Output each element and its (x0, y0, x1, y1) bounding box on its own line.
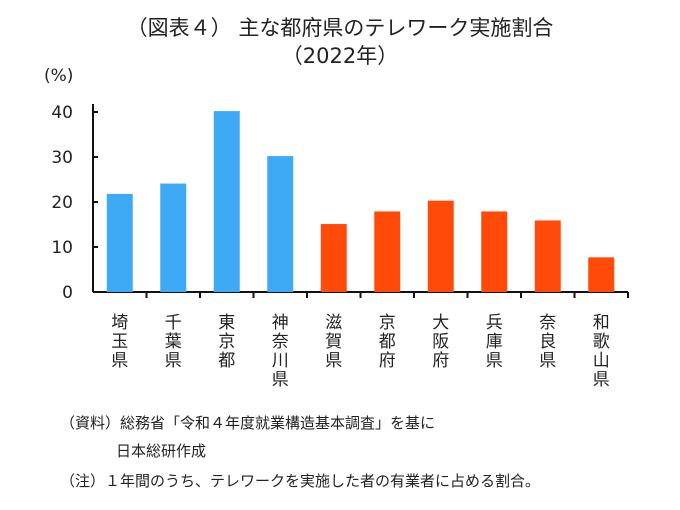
bar-plot: 010203040埼玉県千葉県東京都神奈川県滋賀県京都府大阪府兵庫県奈良県和歌山… (51, 103, 629, 390)
x-tick-label: 玉 (111, 332, 128, 352)
x-tick-label: 府 (432, 351, 449, 371)
bar (213, 111, 240, 292)
y-tick-label: 0 (62, 283, 73, 303)
x-tick-label: 都 (379, 332, 396, 352)
x-tick-label: 県 (165, 351, 182, 371)
x-tick-label: 埼 (111, 313, 128, 333)
x-tick-label: 都 (218, 351, 235, 371)
source-text-2: 日本総研作成 (116, 442, 207, 460)
x-tick-label: 県 (111, 351, 128, 371)
x-tick-label: 川 (272, 351, 289, 371)
bar (320, 224, 347, 292)
y-tick-label: 10 (51, 238, 73, 258)
footnote: （注）１年間のうち、テレワークを実施した者の有業者に占める割合。 (60, 470, 540, 491)
x-tick-label: 京 (218, 332, 235, 352)
x-tick-label: 県 (539, 351, 556, 371)
bar (374, 211, 401, 292)
chart-title: （図表４） 主な都府県のテレワーク実施割合 (126, 16, 554, 40)
footnote-text: １年間のうち、テレワークを実施した者の有業者に占める割合。 (105, 472, 541, 490)
y-tick-label: 30 (51, 148, 73, 168)
x-tick-label: 県 (486, 351, 503, 371)
x-tick-label: 和 (593, 313, 610, 333)
bar (588, 257, 615, 292)
y-tick-label: 20 (51, 193, 73, 213)
x-tick-label: 府 (379, 351, 396, 371)
x-tick-label: 神 (272, 313, 289, 333)
x-tick-label: 良 (539, 332, 556, 352)
y-tick-label: 40 (51, 103, 73, 123)
x-tick-label: 県 (272, 370, 289, 390)
bar (160, 183, 187, 292)
x-tick-label: 葉 (165, 332, 182, 352)
bar (106, 193, 133, 292)
source-text: 総務省「令和４年度就業構造基本調査」を基に (120, 414, 436, 432)
bar (481, 211, 508, 292)
source-note: （資料）総務省「令和４年度就業構造基本調査」を基に (60, 412, 435, 433)
x-tick-label: 奈 (539, 313, 556, 333)
x-tick-label: 千 (165, 313, 182, 333)
x-tick-label: 県 (325, 351, 342, 371)
x-tick-label: 奈 (272, 332, 289, 352)
x-tick-label: 賀 (325, 332, 342, 352)
x-tick-label: 阪 (432, 332, 449, 352)
x-tick-label: 滋 (325, 313, 342, 333)
x-tick-label: 京 (379, 313, 396, 333)
chart-subtitle: （2022年） (281, 44, 399, 68)
bar (267, 156, 294, 292)
x-tick-label: 県 (593, 370, 610, 390)
x-tick-label: 庫 (486, 332, 503, 352)
bar (534, 220, 561, 292)
footnote-label: （注） (60, 472, 106, 490)
x-tick-label: 大 (432, 313, 449, 333)
source-label: （資料） (60, 414, 121, 432)
x-tick-label: 山 (593, 351, 610, 371)
x-tick-label: 東 (218, 313, 235, 333)
x-tick-label: 兵 (486, 313, 503, 333)
bar (427, 200, 454, 292)
x-tick-label: 歌 (593, 332, 610, 352)
y-axis-unit: (%) (44, 66, 74, 86)
